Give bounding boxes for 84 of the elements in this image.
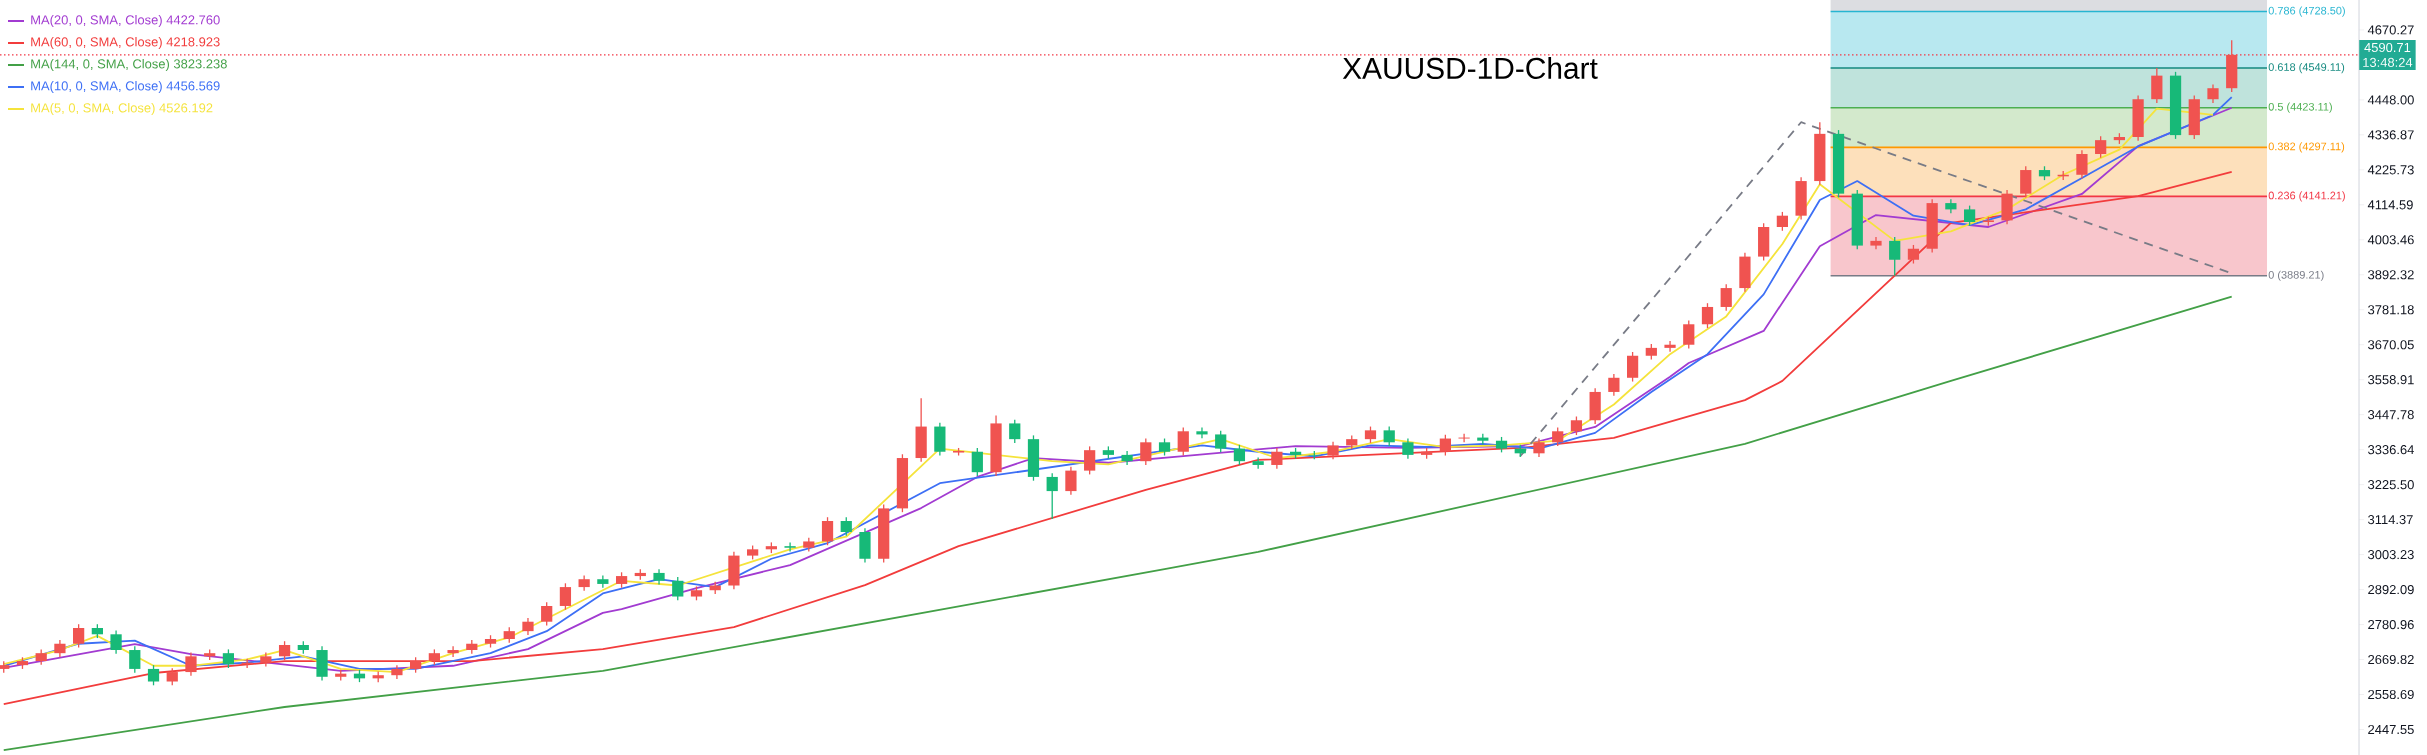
line-series <box>2 295 2233 752</box>
candlestick <box>1439 434 1451 457</box>
y-tick-label: 3003.23 <box>2368 550 2414 560</box>
y-tick-label: 2892.09 <box>2368 584 2414 595</box>
candlestick <box>1701 302 1714 329</box>
candlestick <box>1009 418 1021 444</box>
candlestick <box>129 645 141 674</box>
candlestick <box>559 582 572 611</box>
candlestick <box>1552 426 1564 447</box>
candlestick <box>1608 373 1620 397</box>
candlestick <box>840 516 852 537</box>
candlestick <box>1065 466 1077 496</box>
y-tick-label: 4448.00 <box>2367 95 2414 105</box>
candlestick <box>971 447 983 477</box>
candlestick <box>2095 135 2107 159</box>
candlestick <box>2151 67 2163 104</box>
candlestick <box>1533 437 1545 458</box>
y-tick-label: 3670.05 <box>2368 340 2414 350</box>
candlestick <box>1458 433 1470 443</box>
candlestick <box>1626 351 1639 383</box>
candlestick <box>1907 244 1920 265</box>
candlestick <box>1963 204 1976 227</box>
candlestick <box>1720 283 1732 312</box>
y-tick-label: 3225.50 <box>2368 480 2414 490</box>
candlestick <box>821 516 834 546</box>
candlestick <box>1570 415 1583 436</box>
candlestick <box>447 645 459 658</box>
candlestick <box>222 648 235 669</box>
legend-label: MA(20, 0, SMA, Close) 4422.760 <box>31 14 220 28</box>
ref-line-label: 4590.71 <box>2364 42 2411 53</box>
candlestick <box>1402 437 1414 460</box>
y-tick-label: 4336.87 <box>2367 130 2414 140</box>
candlestick <box>2020 165 2032 199</box>
text: 13:48:24 <box>2363 57 2413 67</box>
y-tick-label: 2669.82 <box>2368 654 2414 665</box>
ref-line-label: 0.786 (4728.50) <box>2268 6 2345 17</box>
y-tick-label: 4670.27 <box>2367 25 2414 35</box>
legend-label: MA(10, 0, SMA, Close) 4456.569 <box>31 80 220 94</box>
legend-label: MA(60, 0, SMA, Close) 4218.923 <box>31 36 220 50</box>
y-tick-label: 3114.37 <box>2368 515 2413 525</box>
candlestick <box>2207 83 2219 104</box>
candlestick <box>1046 472 1058 520</box>
candlestick <box>2076 149 2088 180</box>
y-tick-label: 2780.96 <box>2368 619 2414 630</box>
candlestick <box>672 576 684 601</box>
y-tick-label: 3447.78 <box>2368 410 2414 420</box>
y-tick-label: 3892.32 <box>2368 270 2414 280</box>
legend-label: MA(144, 0, SMA, Close) 3823.238 <box>31 58 227 72</box>
candlestick <box>1215 430 1227 454</box>
candlestick <box>110 629 122 655</box>
ref-line-label: 0.382 (4297.11) <box>2268 142 2345 153</box>
legend-label: MA(5, 0, SMA, Close) 4526.192 <box>31 102 213 116</box>
candlestick <box>1271 447 1283 470</box>
candlestick <box>1084 445 1096 476</box>
ref-line-label: 0 (3889.21) <box>2268 270 2324 281</box>
candlestick <box>1889 236 1901 277</box>
candlestick <box>147 664 160 686</box>
candlestick <box>784 541 796 553</box>
candlestick <box>1196 426 1208 439</box>
y-tick-label: 4225.73 <box>2367 165 2414 175</box>
y-tick-label: 4114.59 <box>2367 200 2413 210</box>
candlestick <box>1140 437 1152 466</box>
candlestick <box>541 601 553 627</box>
y-tick-label: 4003.46 <box>2367 235 2414 245</box>
candlestick <box>1664 340 1676 353</box>
y-tick-label: 3781.18 <box>2368 305 2414 315</box>
ref-line-label: 0.5 (4423.11) <box>2268 102 2332 113</box>
candlestick <box>1233 444 1246 466</box>
candlestick <box>1683 319 1695 350</box>
candlestick <box>1252 456 1264 470</box>
candlestick <box>73 623 85 649</box>
y-tick-label: 2558.69 <box>2368 689 2414 700</box>
ref-line-label: 0.618 (4549.11) <box>2268 62 2345 74</box>
candlestick <box>1177 426 1189 457</box>
candlestick <box>1776 211 1788 232</box>
y-tick-label: 3336.64 <box>2368 445 2414 455</box>
text: XAUUSD-1D-Chart <box>1342 57 1598 79</box>
ref-line-label: 0.236 (4141.21) <box>2268 191 2345 202</box>
y-tick-label: 2447.55 <box>2368 724 2414 735</box>
candlestick <box>1383 425 1395 447</box>
candlestick <box>185 651 197 677</box>
y-tick-label: 3558.91 <box>2368 375 2414 385</box>
candlestick <box>278 640 291 661</box>
candlestick <box>597 574 609 589</box>
